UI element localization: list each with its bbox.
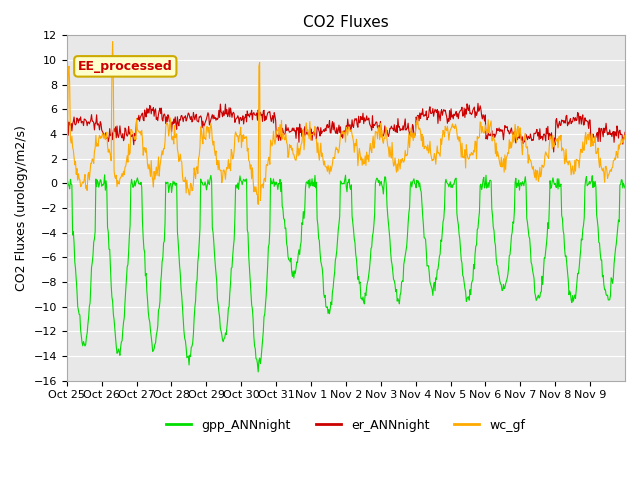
wc_gf	[232, 129, 239, 135]
gpp_ANNnight	[129, 184, 137, 190]
Line: wc_gf: wc_gf	[67, 41, 625, 204]
er_ANNnight	[404, 125, 412, 131]
er_ANNnight	[231, 120, 239, 125]
er_ANNnight	[435, 108, 442, 114]
wc_gf	[254, 202, 262, 207]
Line: gpp_ANNnight: gpp_ANNnight	[67, 175, 625, 372]
er_ANNnight	[63, 123, 70, 129]
Legend: gpp_ANNnight, er_ANNnight, wc_gf: gpp_ANNnight, er_ANNnight, wc_gf	[161, 414, 531, 437]
gpp_ANNnight	[621, 185, 629, 191]
wc_gf	[405, 131, 413, 136]
wc_gf	[129, 131, 137, 136]
gpp_ANNnight	[232, 183, 239, 189]
gpp_ANNnight	[254, 369, 262, 375]
gpp_ANNnight	[260, 314, 268, 320]
gpp_ANNnight	[281, 226, 289, 231]
wc_gf	[281, 137, 289, 143]
gpp_ANNnight	[63, 177, 70, 183]
gpp_ANNnight	[436, 251, 444, 257]
er_ANNnight	[550, 149, 557, 155]
er_ANNnight	[259, 119, 266, 124]
wc_gf	[621, 136, 629, 142]
gpp_ANNnight	[405, 210, 413, 216]
wc_gf	[260, 176, 268, 182]
er_ANNnight	[280, 132, 287, 137]
wc_gf	[109, 38, 116, 44]
wc_gf	[436, 153, 444, 159]
Title: CO2 Fluxes: CO2 Fluxes	[303, 15, 388, 30]
Text: EE_processed: EE_processed	[78, 60, 173, 73]
Y-axis label: CO2 Fluxes (urology/m2/s): CO2 Fluxes (urology/m2/s)	[15, 125, 28, 291]
er_ANNnight	[474, 100, 482, 106]
gpp_ANNnight	[100, 172, 108, 178]
wc_gf	[63, 142, 70, 148]
er_ANNnight	[621, 130, 629, 135]
er_ANNnight	[129, 132, 136, 137]
Line: er_ANNnight: er_ANNnight	[67, 103, 625, 152]
